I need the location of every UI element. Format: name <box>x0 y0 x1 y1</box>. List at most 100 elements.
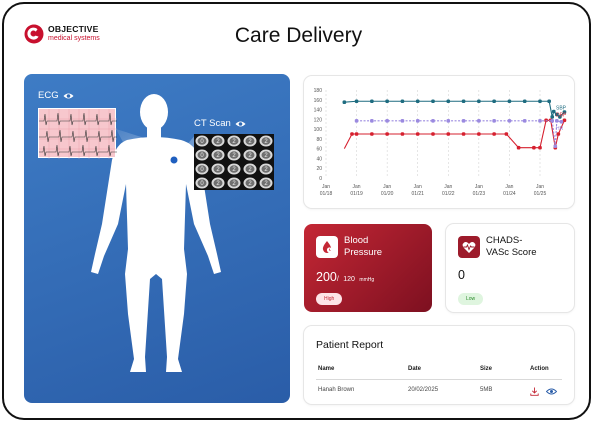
y-tick-label: 80 <box>316 137 322 143</box>
y-tick-label: 20 <box>316 166 322 172</box>
data-point <box>550 119 555 123</box>
column-header-size: Size <box>480 366 493 372</box>
ct-scan-label-text: CT Scan <box>194 118 231 129</box>
brand-name: OBJECTIVE <box>48 24 99 34</box>
ct-slice: 2 <box>227 177 241 189</box>
series-end-label: DBP <box>556 112 567 118</box>
data-point <box>400 119 405 123</box>
table-row: Hanah Brown 20/02/2025 5MB <box>316 385 562 399</box>
brand-logo-icon <box>24 24 44 44</box>
cell-date: 20/02/2025 <box>408 387 439 393</box>
data-point <box>370 99 374 104</box>
cell-size: 5MB <box>480 387 493 393</box>
eye-icon[interactable] <box>63 92 74 100</box>
ct-slice-label: 2 <box>264 181 268 187</box>
data-point <box>538 119 542 123</box>
data-point <box>507 119 512 123</box>
chadsvasc-status-badge: Low <box>458 293 484 305</box>
blood-drop-icon <box>316 236 338 258</box>
ct-slice-label: 2 <box>232 167 236 173</box>
data-point <box>461 119 466 123</box>
y-tick-label: 40 <box>316 156 322 162</box>
data-point <box>385 119 389 123</box>
data-point <box>562 110 567 114</box>
y-tick-label: 120 <box>314 117 323 123</box>
page-title: Care Delivery <box>234 24 363 47</box>
brand-logo: OBJECTIVE medical systems <box>24 24 100 44</box>
blood-pressure-title: Blood Pressure <box>344 235 424 259</box>
ecg-label: ECG <box>38 90 74 101</box>
blood-pressure-value: 200/ 120 mmHg <box>316 268 374 286</box>
data-point <box>538 145 542 150</box>
eye-icon[interactable] <box>235 120 246 128</box>
ct-slice: 2 <box>259 163 273 175</box>
column-header-action: Action <box>530 366 549 372</box>
data-point <box>400 99 405 104</box>
chadsvasc-card[interactable]: CHADS- VASc Score 0 Low <box>446 224 574 312</box>
ct-slice-label: 2 <box>264 139 268 145</box>
data-point <box>354 132 359 136</box>
ct-slice-label: 2 <box>232 181 236 187</box>
ct-slice: 2 <box>243 149 257 161</box>
data-point <box>461 99 466 104</box>
data-point <box>477 119 481 123</box>
bp-separator: / <box>336 276 339 283</box>
data-point <box>555 119 559 123</box>
ct-slice-label: 2 <box>216 153 220 159</box>
ct-slice: 0 <box>195 135 209 147</box>
x-tick-label: 01/20 <box>381 191 394 197</box>
series-end-label: SBP <box>556 106 567 112</box>
data-point <box>504 132 509 136</box>
data-point <box>370 119 374 123</box>
ct-slice-label: 2 <box>216 139 220 145</box>
column-header-name: Name <box>318 366 335 372</box>
x-tick-label: Jan <box>414 184 422 190</box>
heart-pulse-icon <box>458 236 480 258</box>
ct-slice: 2 <box>243 177 257 189</box>
ecg-thumbnail[interactable] <box>38 108 117 159</box>
data-point <box>522 99 527 104</box>
data-point <box>492 99 496 104</box>
cell-name: Hanah Brown <box>318 387 355 393</box>
data-point <box>400 132 405 136</box>
data-point <box>507 99 512 104</box>
eye-icon[interactable] <box>546 387 557 396</box>
ct-slice-label: 2 <box>216 167 220 173</box>
ct-slice: 2 <box>227 149 241 161</box>
ct-slice-label: 2 <box>248 167 252 173</box>
ct-slice: 2 <box>211 149 225 161</box>
ct-slice-label: 2 <box>248 153 252 159</box>
ecg-waveform <box>39 109 117 159</box>
data-point <box>558 115 562 119</box>
ct-scan-thumbnail[interactable]: 0 2 2 2 2 0 2 2 2 2 0 2 2 2 2 0 2 2 2 2 <box>194 134 274 190</box>
x-tick-label: 01/23 <box>473 191 486 197</box>
bp-status-badge: High <box>316 293 343 305</box>
ct-slice-label: 2 <box>232 139 236 145</box>
x-tick-label: 01/22 <box>442 191 455 197</box>
download-icon[interactable] <box>530 387 539 396</box>
ct-slice: 2 <box>211 163 225 175</box>
patient-report-table: Name Date Size Action Hanah Brown 20/02/… <box>316 364 562 399</box>
ct-slice: 2 <box>211 177 225 189</box>
ct-slice: 2 <box>259 177 273 189</box>
data-point <box>342 100 347 105</box>
x-tick-label: Jan <box>444 184 452 190</box>
chadsvasc-title-line2: VASc Score <box>486 247 537 258</box>
blood-pressure-card[interactable]: Blood Pressure 200/ 120 mmHg High <box>304 224 432 312</box>
x-tick-label: Jan <box>383 184 391 190</box>
bp-unit: mmHg <box>359 277 375 283</box>
data-point <box>477 99 481 104</box>
ct-slice-label: 2 <box>216 181 220 187</box>
data-point <box>532 145 536 150</box>
x-tick-label: Jan <box>475 184 483 190</box>
data-point <box>492 119 496 123</box>
ecg-label-text: ECG <box>38 90 59 101</box>
series-end-label: HR <box>556 126 564 132</box>
ct-slice: 2 <box>243 163 257 175</box>
ct-slice: 0 <box>195 149 209 161</box>
row-actions <box>530 387 557 396</box>
patient-report-card: Patient Report Name Date Size Action Han… <box>304 326 574 404</box>
data-point <box>354 119 359 123</box>
data-point <box>446 99 451 104</box>
data-point <box>415 99 420 104</box>
